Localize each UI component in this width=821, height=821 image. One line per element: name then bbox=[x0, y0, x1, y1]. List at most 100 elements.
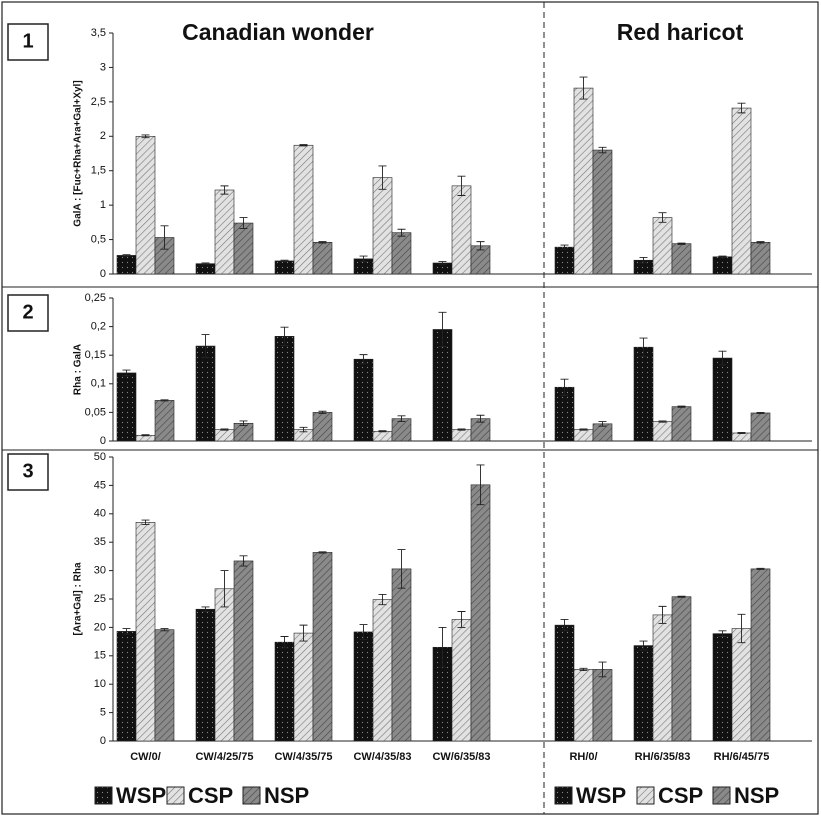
bar bbox=[135, 522, 156, 742]
error-bar bbox=[457, 428, 466, 431]
bar bbox=[750, 412, 771, 442]
y-tick-label: 0,5 bbox=[91, 233, 106, 245]
error-bar bbox=[579, 667, 588, 672]
bar bbox=[671, 596, 692, 742]
bar bbox=[312, 242, 333, 275]
error-bar bbox=[201, 606, 210, 612]
bar bbox=[451, 429, 472, 442]
error-bar bbox=[457, 175, 466, 196]
error-bar bbox=[280, 259, 289, 263]
error-bar bbox=[639, 640, 648, 651]
error-bar bbox=[639, 257, 648, 264]
y-tick-label: 0,25 bbox=[85, 292, 106, 304]
legend-swatch bbox=[166, 786, 185, 805]
bar bbox=[573, 669, 594, 742]
y-tick-label: 0,2 bbox=[91, 321, 106, 333]
y-axis-label: [Ara+Gal] : Rha bbox=[73, 562, 84, 636]
error-bar bbox=[476, 414, 485, 423]
error-bar bbox=[160, 225, 169, 250]
error-bar bbox=[122, 254, 131, 257]
x-tick-label: RH/6/45/75 bbox=[714, 751, 770, 763]
bar bbox=[274, 641, 295, 742]
error-bar bbox=[438, 261, 447, 265]
bar bbox=[293, 632, 314, 742]
bar bbox=[470, 484, 491, 742]
error-bar bbox=[658, 420, 667, 423]
error-bar bbox=[220, 428, 229, 431]
bar bbox=[372, 599, 393, 742]
error-bar bbox=[141, 519, 150, 526]
error-bar bbox=[318, 241, 327, 244]
bar bbox=[116, 255, 137, 275]
y-tick-label: 45 bbox=[94, 479, 106, 491]
error-bar bbox=[378, 594, 387, 606]
error-bar bbox=[476, 464, 485, 506]
bar bbox=[195, 345, 216, 442]
bar bbox=[233, 222, 254, 275]
legend-swatch bbox=[554, 786, 573, 805]
error-bar bbox=[438, 626, 447, 668]
bar bbox=[554, 246, 575, 275]
bar bbox=[633, 346, 654, 442]
bar bbox=[214, 189, 235, 275]
y-tick-label: 40 bbox=[94, 508, 106, 520]
error-bar bbox=[359, 624, 368, 640]
bar bbox=[573, 429, 594, 442]
bar bbox=[554, 624, 575, 742]
legend-label: WSP bbox=[576, 783, 626, 808]
error-bar bbox=[677, 242, 686, 245]
error-bar bbox=[718, 630, 727, 637]
bar bbox=[372, 177, 393, 275]
error-bar bbox=[658, 605, 667, 624]
error-bar bbox=[397, 415, 406, 423]
y-tick-label: 35 bbox=[94, 536, 106, 548]
error-bar bbox=[299, 426, 308, 433]
y-tick-label: 0,15 bbox=[85, 349, 106, 361]
error-bar bbox=[318, 410, 327, 414]
error-bar bbox=[141, 434, 150, 437]
y-tick-label: 5 bbox=[100, 707, 106, 719]
legend-swatch bbox=[712, 786, 731, 805]
bar bbox=[712, 633, 733, 742]
error-bar bbox=[737, 431, 746, 435]
y-axis-label: Rha : GalA bbox=[73, 344, 84, 395]
x-tick-label: CW/4/35/75 bbox=[274, 751, 332, 763]
panel-number: 1 bbox=[22, 30, 33, 52]
y-axis-label: GalA : [Fuc+Rha+Ara+Gal+Xyl] bbox=[73, 80, 84, 226]
error-bar bbox=[201, 262, 210, 265]
error-bar bbox=[457, 611, 466, 628]
y-tick-label: 0 bbox=[100, 268, 106, 280]
error-bar bbox=[560, 378, 569, 396]
bar bbox=[712, 256, 733, 275]
legend-label: CSP bbox=[658, 783, 703, 808]
error-bar bbox=[756, 567, 765, 570]
error-bar bbox=[639, 337, 648, 357]
bar bbox=[214, 429, 235, 442]
error-bar bbox=[560, 244, 569, 250]
bar bbox=[353, 358, 374, 442]
error-bar bbox=[122, 369, 131, 377]
error-bar bbox=[598, 421, 607, 427]
group-title: Canadian wonder bbox=[182, 19, 374, 45]
bar bbox=[195, 608, 216, 742]
error-bar bbox=[718, 255, 727, 258]
bar bbox=[592, 149, 613, 275]
error-bar bbox=[756, 411, 765, 414]
y-tick-label: 0 bbox=[100, 735, 106, 747]
error-bar bbox=[397, 228, 406, 237]
bar bbox=[451, 619, 472, 742]
bar bbox=[391, 232, 412, 275]
panel-number: 3 bbox=[22, 460, 33, 482]
bar bbox=[154, 629, 175, 742]
y-tick-label: 10 bbox=[94, 678, 106, 690]
bar bbox=[652, 217, 673, 275]
legend-swatch bbox=[242, 786, 261, 805]
error-bar bbox=[438, 311, 447, 348]
error-bar bbox=[141, 134, 150, 139]
error-bar bbox=[378, 165, 387, 190]
bar bbox=[592, 669, 613, 742]
bar bbox=[353, 631, 374, 742]
bar bbox=[233, 560, 254, 742]
